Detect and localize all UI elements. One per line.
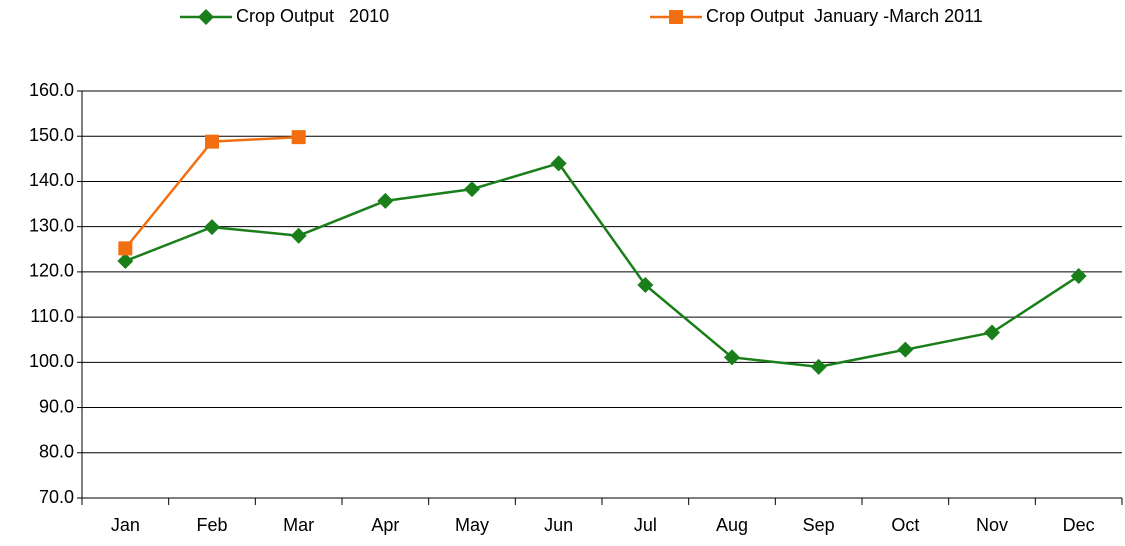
marker (205, 134, 219, 149)
y-tick-label: 150.0 (29, 125, 74, 145)
marker (290, 227, 307, 244)
legend-label: Crop Output January -March 2011 (706, 6, 983, 26)
marker (984, 324, 1000, 341)
x-tick-label: Mar (283, 515, 314, 535)
marker (377, 192, 394, 209)
marker (204, 219, 220, 236)
y-tick-label: 140.0 (29, 170, 74, 190)
marker (118, 241, 133, 256)
y-tick-label: 100.0 (29, 351, 74, 371)
x-tick-label: Feb (196, 515, 227, 535)
marker (1070, 267, 1087, 284)
y-tick-label: 160.0 (29, 80, 74, 100)
marker (897, 341, 914, 358)
marker (464, 181, 480, 198)
x-tick-label: Apr (371, 515, 399, 535)
marker (291, 130, 306, 145)
marker (810, 358, 827, 375)
marker (637, 277, 654, 294)
x-tick-label: May (455, 515, 489, 535)
y-tick-label: 130.0 (29, 215, 74, 235)
x-tick-label: Oct (891, 515, 919, 535)
marker (117, 253, 134, 270)
y-tick-label: 80.0 (39, 442, 74, 462)
y-tick-label: 110.0 (30, 306, 74, 326)
x-tick-label: Dec (1063, 515, 1095, 535)
x-tick-label: Jun (544, 515, 573, 535)
x-tick-label: Nov (976, 515, 1008, 535)
x-tick-label: Jul (634, 515, 657, 535)
series-line (124, 161, 1080, 369)
marker (198, 9, 214, 25)
y-tick-label: 120.0 (29, 261, 74, 281)
x-tick-label: Jan (111, 515, 140, 535)
y-tick-label: 90.0 (39, 396, 74, 416)
marker (669, 10, 683, 24)
marker (724, 349, 740, 366)
legend-label: Crop Output 2010 (236, 6, 389, 26)
marker (550, 155, 567, 172)
x-tick-label: Sep (803, 515, 835, 535)
x-tick-label: Aug (716, 515, 748, 535)
y-tick-label: 70.0 (39, 487, 74, 507)
